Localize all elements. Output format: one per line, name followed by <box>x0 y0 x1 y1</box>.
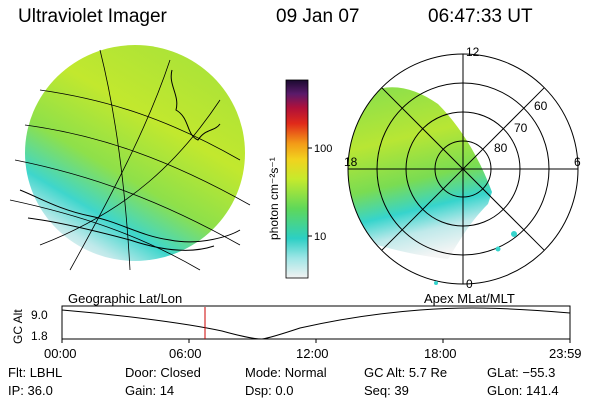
status-ip-value: 36.0 <box>27 383 53 398</box>
status-mode-value: Normal <box>284 365 327 380</box>
timeline-x-tick-0000: 00:00 <box>44 346 77 361</box>
status-glat-value: −55.3 <box>522 365 556 380</box>
polar-aurora-spot <box>434 281 438 285</box>
status-door: Door: Closed <box>125 365 201 380</box>
timeline-left-label: Geographic Lat/Lon <box>68 291 183 306</box>
geographic-grid <box>9 49 251 271</box>
timeline-x-tick-1800: 18:00 <box>424 346 457 361</box>
status-gc-alt-value: 5.7 Re <box>408 365 448 380</box>
status-gain: Gain: 14 <box>125 383 175 398</box>
mlt-label-18: 18 <box>344 155 358 169</box>
status-gain-value: 14 <box>159 383 175 398</box>
coastline-peninsula <box>27 217 215 251</box>
timeline-y-axis-label: GC Alt <box>11 309 25 344</box>
status-glon: GLon: 141.4 <box>487 383 559 398</box>
status-seq-value: 39 <box>394 383 409 398</box>
lat-label-70: 70 <box>514 121 528 135</box>
colorbar-unit-label: photon cm⁻²s⁻¹ <box>267 157 281 240</box>
timeline-x-tick-2359: 23:59 <box>549 346 582 361</box>
altitude-timeline: GC Alt 9.0 1.8 <box>11 305 571 344</box>
timeline-frame <box>61 305 571 340</box>
status-filter-value: LBHL <box>29 365 63 380</box>
timeline-x-tick-0600: 06:00 <box>169 346 202 361</box>
lat-label-60: 60 <box>534 99 548 113</box>
status-ip: IP: 36.0 <box>8 383 53 398</box>
status-seq: Seq: 39 <box>364 383 409 398</box>
polar-aurora-spot <box>495 246 501 252</box>
timeline-y-tick-top: 9.0 <box>31 308 48 322</box>
status-glon-value: 141.4 <box>526 383 559 398</box>
date-readout: 09 Jan 07 <box>276 6 360 27</box>
app-title: Ultraviolet Imager <box>18 6 167 27</box>
status-gc-alt: GC Alt: 5.7 Re <box>364 365 448 380</box>
polar-aurora-region <box>348 87 492 260</box>
lat-label-80: 80 <box>494 141 508 155</box>
polar-image-panel: 12 18 6 0 60 70 80 <box>344 45 581 291</box>
status-door-value: Closed <box>160 365 201 380</box>
coastline-lower <box>19 189 241 243</box>
colorbar-tick-100: 100 <box>314 143 332 155</box>
mlt-label-12: 12 <box>466 45 480 59</box>
geographic-aurora-disk <box>25 45 245 261</box>
status-glat: GLat: −55.3 <box>487 365 556 380</box>
mlt-label-6: 6 <box>574 155 581 169</box>
timeline-right-label: Apex MLat/MLT <box>424 291 515 306</box>
polar-grid <box>347 53 579 285</box>
geographic-image-panel <box>9 45 251 271</box>
colorbar-gradient <box>285 79 309 279</box>
status-dsp-value: 0.0 <box>275 383 294 398</box>
colorbar-tick-10: 10 <box>314 231 326 243</box>
timeline-y-tick-bottom: 1.8 <box>31 329 48 343</box>
time-readout: 06:47:33 UT <box>428 6 533 27</box>
colorbar: 100 10 photon cm⁻²s⁻¹ <box>267 79 332 279</box>
altitude-curve <box>61 307 571 340</box>
polar-aurora-spot <box>511 231 517 237</box>
timeline-x-tick-1200: 12:00 <box>296 346 329 361</box>
status-filter: Flt: LBHL <box>8 365 63 380</box>
coastline-upper <box>170 69 221 141</box>
status-mode: Mode: Normal <box>245 365 327 380</box>
mlt-label-0: 0 <box>466 277 473 291</box>
status-dsp: Dsp: 0.0 <box>245 383 294 398</box>
